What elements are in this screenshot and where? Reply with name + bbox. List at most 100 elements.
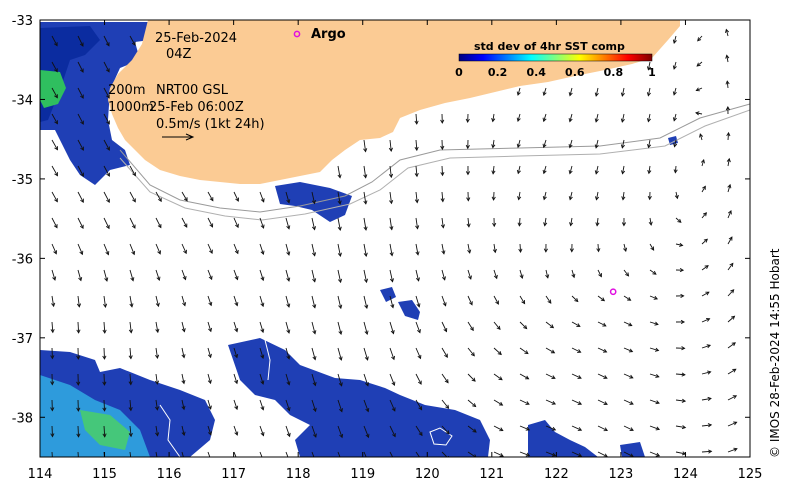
current-vector-arrow-icon <box>440 217 445 229</box>
colorbar-title: std dev of 4hr SST comp <box>474 40 625 53</box>
current-vector-arrow-icon <box>465 113 470 124</box>
current-vector-arrow-icon <box>102 347 107 360</box>
current-vector-arrow-icon <box>414 113 419 125</box>
current-vector-arrow-icon <box>181 399 186 411</box>
current-vector-arrow-icon <box>491 113 496 123</box>
current-vector-arrow-icon <box>337 347 343 361</box>
current-vector-arrow-icon <box>129 35 136 46</box>
current-vector-arrow-icon <box>542 87 547 97</box>
current-vector-arrow-icon <box>594 87 599 97</box>
current-vector-arrow-icon <box>518 243 523 253</box>
current-vector-arrow-icon <box>129 243 136 256</box>
lon-tick-label: 122 <box>544 467 569 482</box>
current-vector-arrow-icon <box>725 28 730 37</box>
current-vector-arrow-icon <box>623 373 634 379</box>
current-vector-arrow-icon <box>441 243 446 255</box>
current-vector-arrow-icon <box>233 425 239 436</box>
current-vector-arrow-icon <box>207 295 213 307</box>
current-vector-arrow-icon <box>181 295 187 307</box>
lat-tick-label: -38 <box>12 411 33 426</box>
current-vector-arrow-icon <box>363 243 368 258</box>
current-vector-arrow-icon <box>76 425 81 438</box>
current-vector-arrow-icon <box>50 399 55 412</box>
contour-south-3 <box>429 427 453 446</box>
current-vector-arrow-icon <box>701 449 713 454</box>
current-vector-arrow-icon <box>51 165 58 177</box>
axes: 114 115 116 117 118 119 120 121 122 123 124 125 -33 -… <box>12 14 763 482</box>
current-vector-arrow-icon <box>519 425 531 431</box>
current-vector-arrow-icon <box>51 113 58 125</box>
current-vector-arrow-icon <box>337 217 342 231</box>
current-vector-arrow-icon <box>726 157 731 167</box>
current-vector-arrow-icon <box>568 113 573 123</box>
current-vector-arrow-icon <box>388 165 394 179</box>
current-vector-arrow-icon <box>50 321 55 334</box>
current-vector-arrow-icon <box>440 113 445 124</box>
lon-tick-label: 121 <box>479 467 504 482</box>
current-vector-arrow-icon <box>621 191 626 201</box>
current-vector-arrow-icon <box>311 191 316 205</box>
current-vector-arrow-icon <box>285 243 291 256</box>
current-vector-arrow-icon <box>363 451 367 457</box>
current-vector-arrow-icon <box>675 242 684 247</box>
current-vector-arrow-icon <box>311 217 317 231</box>
current-vector-arrow-icon <box>647 139 652 149</box>
current-vector-arrow-icon <box>102 373 107 386</box>
current-vector-arrow-icon <box>596 243 601 253</box>
current-vector-arrow-icon <box>77 113 84 125</box>
current-vector-arrow-icon <box>465 139 470 150</box>
current-vector-arrow-icon <box>597 269 602 278</box>
current-vector-arrow-icon <box>545 451 557 457</box>
current-vector-arrow-icon <box>646 61 651 71</box>
current-vector-arrow-icon <box>441 451 450 457</box>
current-vector-arrow-icon <box>181 269 187 281</box>
current-vector-arrow-icon <box>103 217 110 230</box>
current-vector-arrow-icon <box>701 265 709 271</box>
argo-legend-label: Argo <box>311 27 346 42</box>
current-vector-arrow-icon <box>415 321 421 334</box>
current-vector-arrow-icon <box>363 399 370 413</box>
current-vector-arrow-icon <box>492 217 497 228</box>
lon-tick-label: 123 <box>608 467 633 482</box>
current-vector-arrow-icon <box>675 293 685 298</box>
sst-patch-small-1 <box>380 287 396 302</box>
current-vector-arrow-icon <box>103 139 110 151</box>
current-vector-arrow-icon <box>542 113 547 123</box>
current-vector-arrow-icon <box>545 425 557 431</box>
current-vector-arrow-icon <box>519 269 524 279</box>
lat-tick-label: -36 <box>12 252 33 267</box>
current-vector-arrow-icon <box>103 61 110 73</box>
current-vector-arrow-icon <box>701 291 710 297</box>
current-vector-arrow-icon <box>128 373 133 386</box>
current-vector-arrow-icon <box>672 35 677 44</box>
current-vector-arrow-icon <box>597 373 608 379</box>
current-vector-arrow-icon <box>311 243 317 257</box>
current-vector-arrow-icon <box>233 191 239 202</box>
plot-frame <box>39 19 751 458</box>
current-vector-arrow-icon <box>50 373 55 386</box>
current-vector-arrow-icon <box>727 368 737 375</box>
current-vector-arrow-icon <box>389 347 396 361</box>
current-vector-arrow-icon <box>233 373 239 385</box>
scale-arrow-icon <box>162 133 195 141</box>
current-vector-arrow-icon <box>259 425 265 437</box>
current-vector-arrow-icon <box>285 321 291 334</box>
current-vector-arrow-icon <box>51 139 58 151</box>
current-vector-arrow-icon <box>597 425 609 432</box>
current-vector-arrow-icon <box>491 191 496 201</box>
colorbar-tick-label: 0.6 <box>565 66 585 79</box>
current-vector-arrow-icon <box>623 425 634 432</box>
current-vector-arrow-icon <box>701 238 708 245</box>
current-vector-arrow-icon <box>181 347 186 359</box>
current-vector-arrow-icon <box>727 262 734 271</box>
current-vector-arrow-icon <box>414 191 419 204</box>
current-vector-arrow-icon <box>389 269 394 283</box>
argo-legend-marker-icon <box>293 30 301 38</box>
current-vector-arrow-icon <box>519 295 526 305</box>
current-vector-arrow-icon <box>259 373 265 385</box>
current-vector-arrow-icon <box>465 165 471 176</box>
current-vector-arrow-icon <box>155 191 162 203</box>
current-vector-arrow-icon <box>285 373 291 386</box>
current-vector-arrow-icon <box>519 451 531 457</box>
current-vector-arrow-icon <box>727 342 736 349</box>
